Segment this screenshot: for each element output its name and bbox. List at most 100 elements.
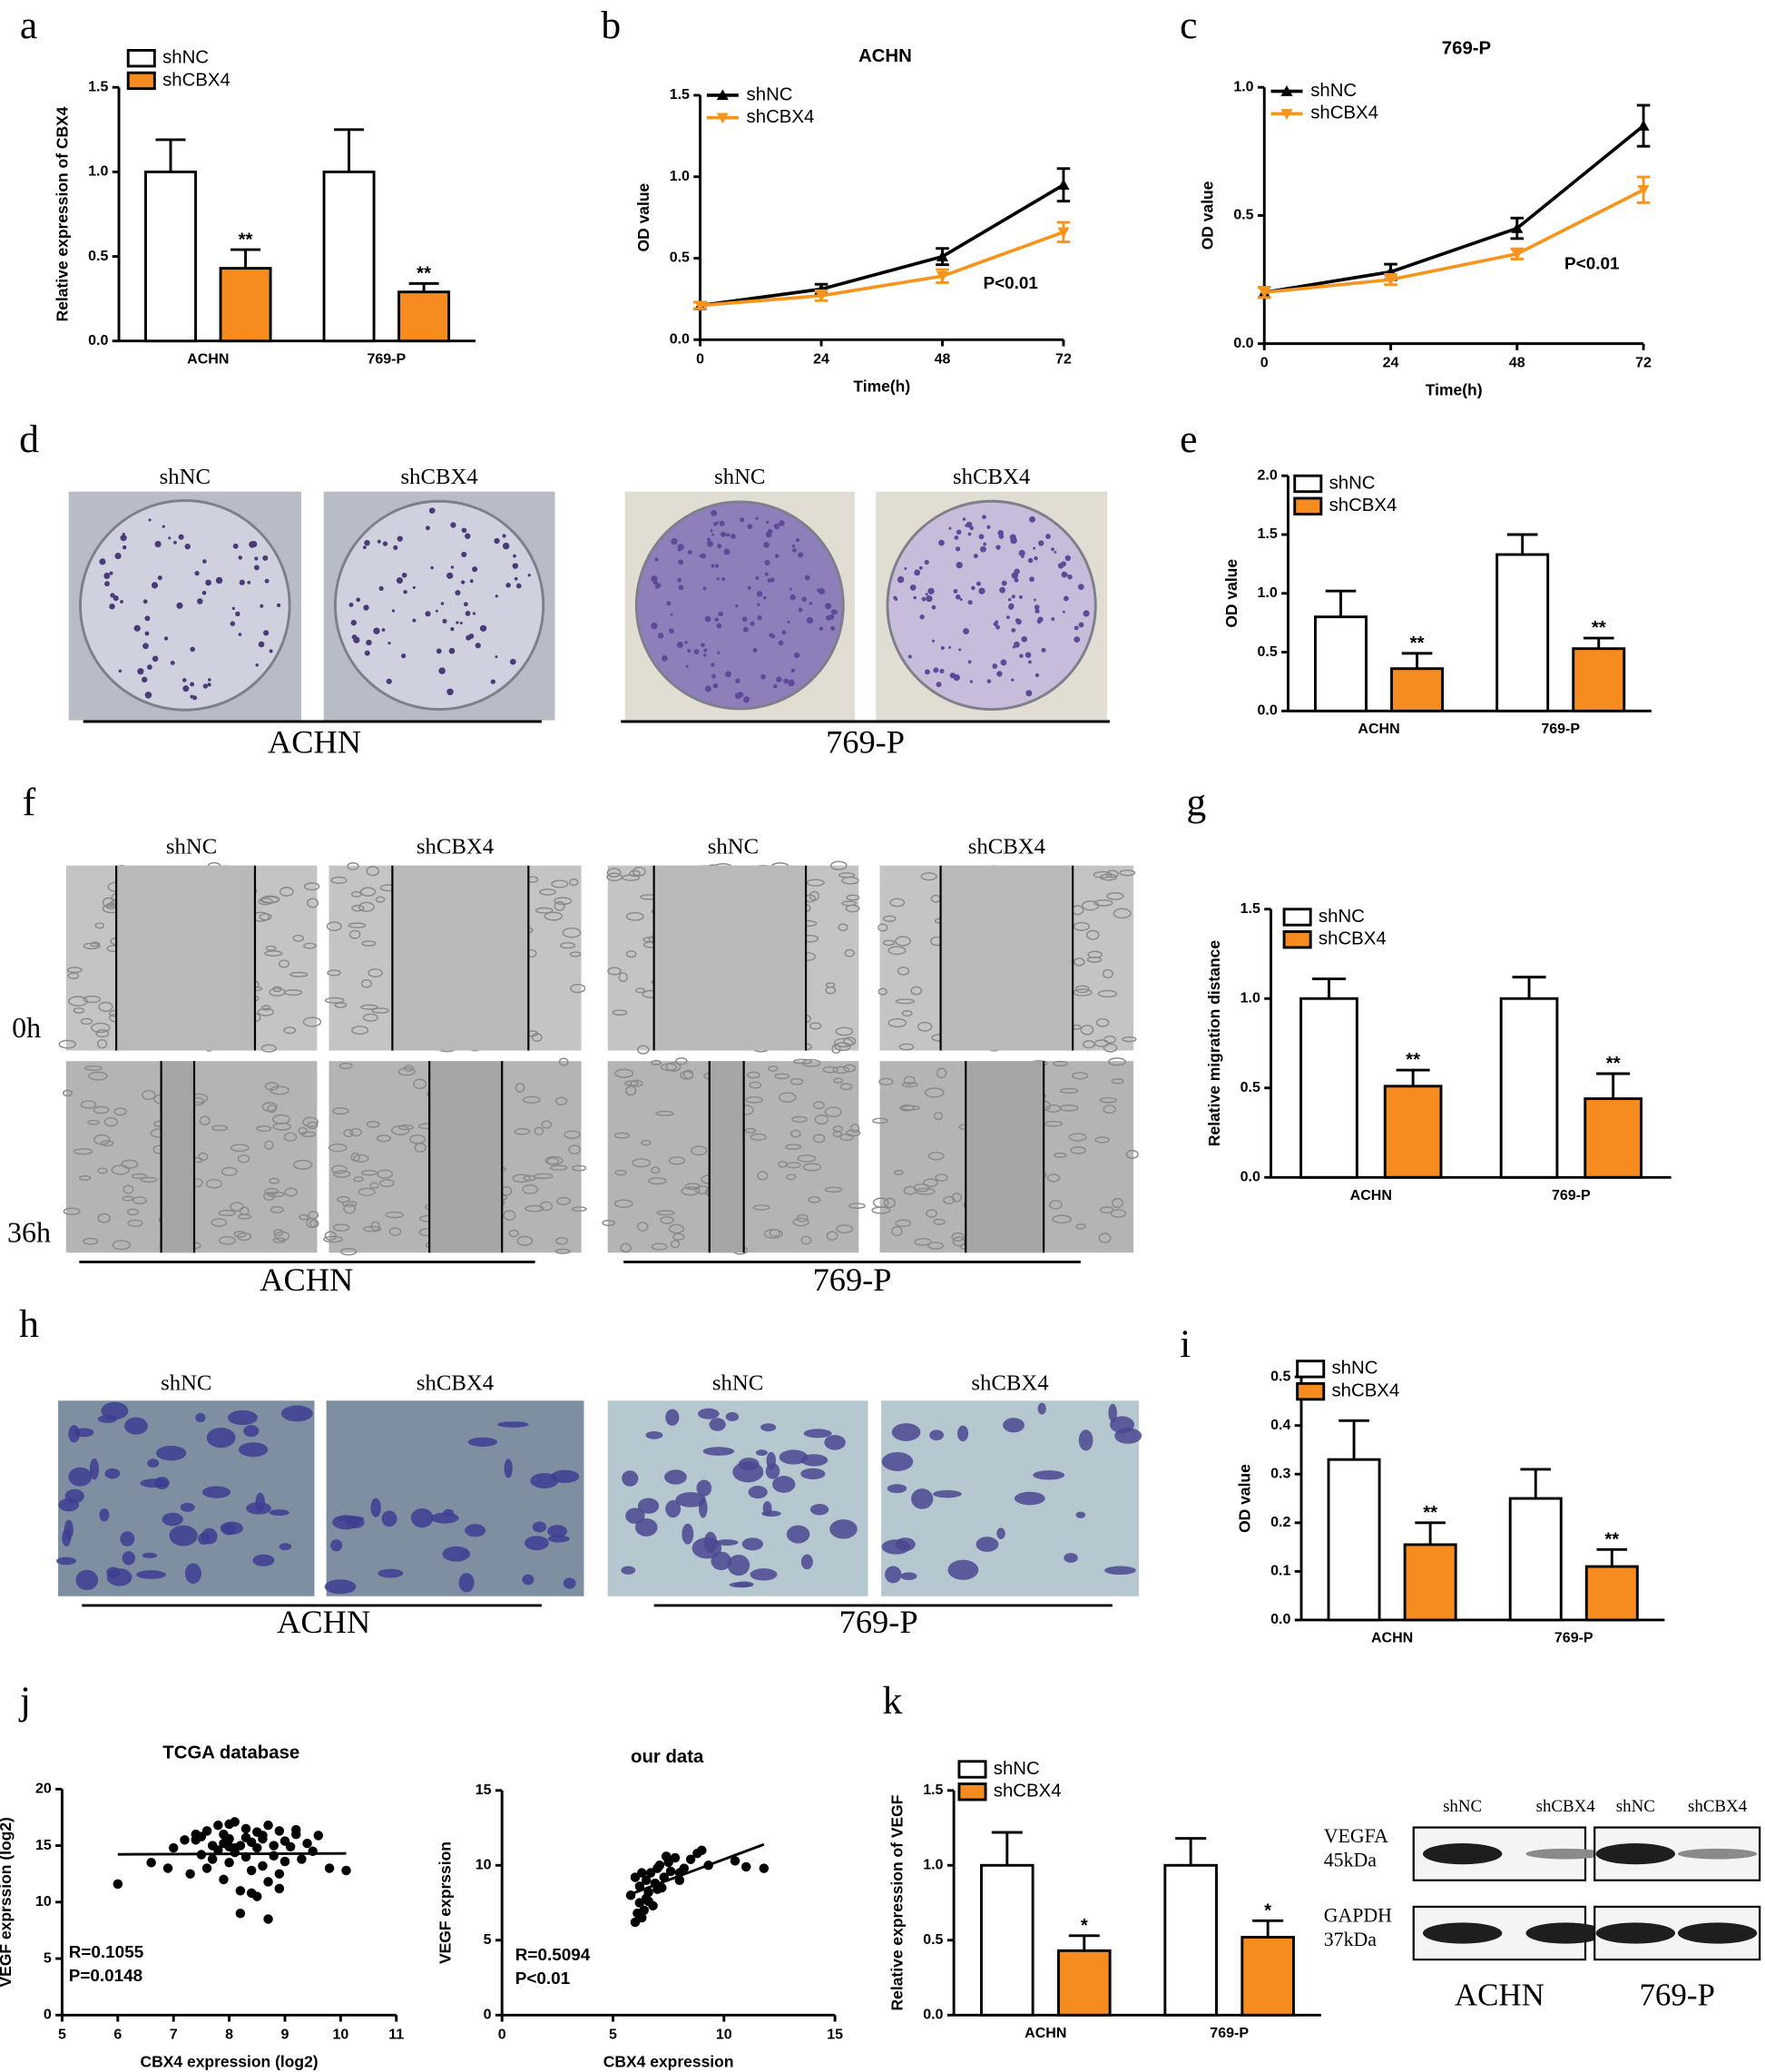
colony bbox=[469, 579, 474, 584]
cell bbox=[269, 1177, 279, 1184]
cell bbox=[366, 1121, 380, 1128]
cell bbox=[292, 934, 304, 942]
colony bbox=[235, 611, 240, 617]
cell bbox=[1046, 1173, 1061, 1183]
colony bbox=[99, 558, 106, 565]
colony bbox=[719, 520, 725, 526]
stained-cell bbox=[957, 1425, 969, 1442]
colony bbox=[986, 679, 992, 683]
colony bbox=[202, 559, 207, 564]
cell bbox=[230, 1144, 250, 1153]
dish-well bbox=[886, 499, 1097, 711]
colony bbox=[1008, 604, 1015, 610]
legend-swatch bbox=[1293, 496, 1323, 516]
colony bbox=[703, 648, 708, 653]
colony bbox=[948, 645, 952, 649]
colony bbox=[366, 639, 372, 646]
y-tick-label: 0.0 bbox=[88, 333, 108, 349]
stained-cell bbox=[201, 1486, 231, 1498]
blot-band bbox=[1595, 1922, 1676, 1944]
significance-mark: ** bbox=[417, 264, 431, 284]
cell bbox=[80, 1017, 93, 1026]
colony bbox=[351, 634, 358, 640]
scratch-gap bbox=[966, 1061, 1044, 1253]
y-tick-label: 0.5 bbox=[1270, 1369, 1290, 1384]
stained-cell bbox=[180, 1502, 195, 1512]
cell bbox=[58, 1039, 77, 1049]
colony bbox=[967, 600, 973, 605]
cell bbox=[1044, 1104, 1062, 1113]
cell bbox=[327, 969, 341, 977]
series-line bbox=[700, 183, 1064, 308]
colony bbox=[440, 602, 445, 605]
colony bbox=[662, 654, 668, 662]
cell bbox=[559, 942, 576, 949]
colony bbox=[430, 565, 434, 570]
stained-cell bbox=[370, 1498, 381, 1517]
cell bbox=[832, 1131, 843, 1138]
band-size: 37kDa bbox=[1324, 1929, 1378, 1950]
colony bbox=[755, 575, 760, 580]
cell bbox=[634, 987, 646, 994]
cell bbox=[544, 911, 564, 921]
colony bbox=[381, 628, 386, 632]
legend-swatch bbox=[1282, 930, 1312, 949]
cell bbox=[414, 1143, 427, 1153]
scatter-point bbox=[146, 1857, 156, 1868]
colony bbox=[190, 682, 195, 687]
cell bbox=[613, 1132, 631, 1139]
scatter-point bbox=[224, 1857, 234, 1868]
cell bbox=[266, 1191, 285, 1198]
colony bbox=[702, 586, 707, 591]
bar bbox=[1299, 997, 1358, 1179]
cell bbox=[237, 1213, 252, 1220]
cell bbox=[397, 1067, 416, 1076]
cell bbox=[1105, 869, 1119, 879]
stained-cell bbox=[195, 1412, 206, 1423]
cell bbox=[747, 1071, 760, 1079]
cell bbox=[665, 1062, 681, 1072]
colony bbox=[789, 587, 792, 591]
colony bbox=[657, 633, 664, 639]
cell bbox=[332, 1223, 350, 1232]
cell bbox=[796, 1213, 809, 1223]
colony bbox=[755, 516, 759, 520]
significance-mark: ** bbox=[1423, 1503, 1437, 1523]
cell bbox=[199, 1115, 211, 1126]
cell bbox=[82, 1237, 99, 1245]
cell bbox=[347, 862, 359, 870]
stained-cell bbox=[645, 1431, 663, 1439]
scatter-point bbox=[654, 1861, 665, 1871]
colony bbox=[148, 518, 152, 522]
panel-letter: g bbox=[1186, 781, 1206, 824]
cell bbox=[551, 879, 569, 889]
x-tick-label: 10 bbox=[716, 2027, 732, 2042]
cell bbox=[891, 1225, 903, 1237]
lane-label: shNC bbox=[1616, 1797, 1655, 1816]
condition-label: shNC bbox=[708, 834, 759, 859]
colony bbox=[144, 692, 152, 699]
colony bbox=[238, 633, 242, 636]
stained-cell bbox=[75, 1569, 99, 1591]
blot-band bbox=[1525, 1922, 1605, 1944]
colony bbox=[924, 669, 930, 675]
condition-label: shCBX4 bbox=[968, 834, 1045, 859]
cell bbox=[825, 982, 836, 988]
colony bbox=[1011, 572, 1019, 579]
colony bbox=[378, 585, 384, 592]
stained-cell bbox=[206, 1427, 236, 1448]
cell bbox=[895, 936, 911, 947]
y-tick-label: 1.5 bbox=[1258, 526, 1278, 542]
colony bbox=[716, 521, 719, 525]
cell bbox=[141, 1089, 156, 1101]
bar bbox=[1057, 1949, 1112, 2017]
x-tick-label: 15 bbox=[827, 2027, 843, 2042]
cell bbox=[272, 1114, 290, 1124]
legend-label: shCBX4 bbox=[994, 1782, 1062, 1802]
colony bbox=[230, 621, 236, 626]
cell bbox=[778, 1092, 797, 1103]
cell bbox=[121, 1159, 139, 1169]
transwell-photo bbox=[326, 1400, 584, 1596]
stained-cell bbox=[762, 1500, 772, 1517]
colony bbox=[238, 555, 243, 560]
